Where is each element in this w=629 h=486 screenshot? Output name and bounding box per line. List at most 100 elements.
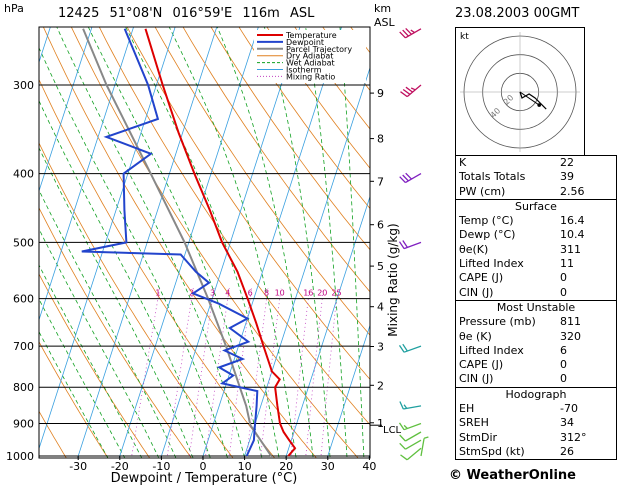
mixing-ratio-line [260,288,282,458]
wet-adiabat-line [125,27,280,458]
temperature-tick-label: 0 [200,460,207,473]
wet-adiabat-line [39,146,194,458]
height-tick-label: 5 [377,260,384,273]
km-asl-label: ASL [374,16,396,29]
index-row: SREH 34 [456,416,616,430]
index-value: 6 [560,343,567,357]
indices-most-unstable: Most Unstable Pressure (mb) 811 θe (K) 320 L… [456,299,616,387]
wind-barb-flag [399,31,406,39]
mixing-ratio-label: 4 [225,289,230,298]
mixing-ratio-lines [130,288,338,458]
isotherm-line [39,27,134,322]
index-value: 0 [560,372,567,386]
pressure-tick-label: 800 [13,381,34,394]
index-row: CIN (J) 0 [456,372,616,386]
wind-barb-flag [399,401,404,410]
wind-barb-flag [398,345,405,353]
index-label: CIN (J) [459,372,494,386]
mixing-ratio-line [305,288,324,458]
mixing-ratio-line [166,288,194,458]
mixing-ratio-label: 8 [264,289,269,298]
wind-barb-flag [399,176,406,184]
isotherm-line [77,27,218,458]
index-value: 10.4 [560,228,585,242]
isobars [39,84,370,457]
legend-label: Mixing Ratio [286,72,335,81]
wind-barb [398,422,422,431]
pressure-tick-label: 300 [13,79,34,92]
wind-barb-flag [410,29,415,34]
wind-barb-flag [399,434,406,442]
index-label: StmDir [459,430,498,444]
index-value: 34 [560,416,574,430]
index-label: CAPE (J) [459,271,504,285]
index-label: Lifted Index [459,257,524,271]
height-tick-label: 2 [377,379,384,392]
wet-adiabat-line [39,228,160,458]
pressure-tick-label: 900 [13,418,34,431]
station-id: 12425 [58,6,99,21]
temperature-tick-label: 30 [321,460,335,473]
station-lon: 016°59'E [173,6,233,21]
wind-barb [399,439,422,450]
wind-barb-staff [406,84,422,98]
wind-barb-flag [399,442,406,450]
height-tick-label: 7 [377,175,384,188]
legend-label: Wet Adiabat [286,59,335,68]
index-row: Temp (°C) 16.4 [456,214,616,228]
hodograph-panel: kt 20 40 [455,27,585,157]
mixing-ratio-label: 20 [317,289,327,298]
temperature-tick-label: 20 [279,460,293,473]
index-label: Pressure (mb) [459,315,536,329]
index-row: θe(K) 311 [456,243,616,257]
wind-barb-flag [400,91,408,98]
temperature-line [144,28,297,457]
pressure-tick-label: 600 [13,293,34,306]
storm-motion-vector [519,91,540,106]
wet-adiabat-line [305,27,348,458]
wind-barb-staff [406,447,422,461]
station-asl: ASL [290,6,315,21]
index-label: θe(K) [459,242,489,256]
y-axis-title: Mixing Ratio (g/kg) [386,223,400,336]
index-label: CAPE (J) [459,358,504,372]
index-value: 0 [560,271,567,285]
mixing-ratio-label: 2 [189,289,194,298]
mixing-ratio-label: 1 [155,289,160,298]
index-row: Lifted Index 6 [456,344,616,358]
indices-hodograph: Hodograph EH -70 SREH 34 StmDir 312° StmSpd (k… [456,386,616,459]
index-value: 22 [560,156,574,169]
station-header: 12425 51°08'N 016°59'E 116m ASL [58,6,315,21]
temperature-tick-label: 40 [362,460,376,473]
mixing-ratio-line [290,288,310,458]
index-row: CAPE (J) 0 [456,271,616,285]
index-row: Pressure (mb) 811 [456,315,616,329]
wind-barb [399,431,422,442]
mixing-ratio-labels: 1 2 3 4 6 8 10 16 20 25 [155,289,341,298]
wind-barb-flag [402,174,409,182]
profiles [81,28,297,457]
height-tick-label: 1 [377,417,384,430]
mixing-ratio-label: 10 [275,289,285,298]
hpa-unit-label: hPa [4,2,24,15]
wind-barbs [398,27,429,461]
index-value: 16.4 [560,214,585,228]
legend-label: Parcel Trajectory [286,45,352,54]
wet-adiabat-line [216,27,314,458]
wind-barb [399,172,422,184]
surface-title: Surface [515,199,557,213]
wet-adiabat-line [39,330,109,458]
temperature-axis: -30 -20 -10 0 10 20 30 40 [69,456,376,473]
index-row: Lifted Index 11 [456,257,616,271]
wind-barb-flag [402,240,408,248]
hodograph-title: Hodograph [505,387,567,401]
wind-barb-staff [403,422,422,431]
plot-frame [38,26,371,459]
index-label: StmSpd (kt) [459,444,525,458]
wind-barb-staff [405,431,422,442]
index-value: 811 [560,315,581,329]
